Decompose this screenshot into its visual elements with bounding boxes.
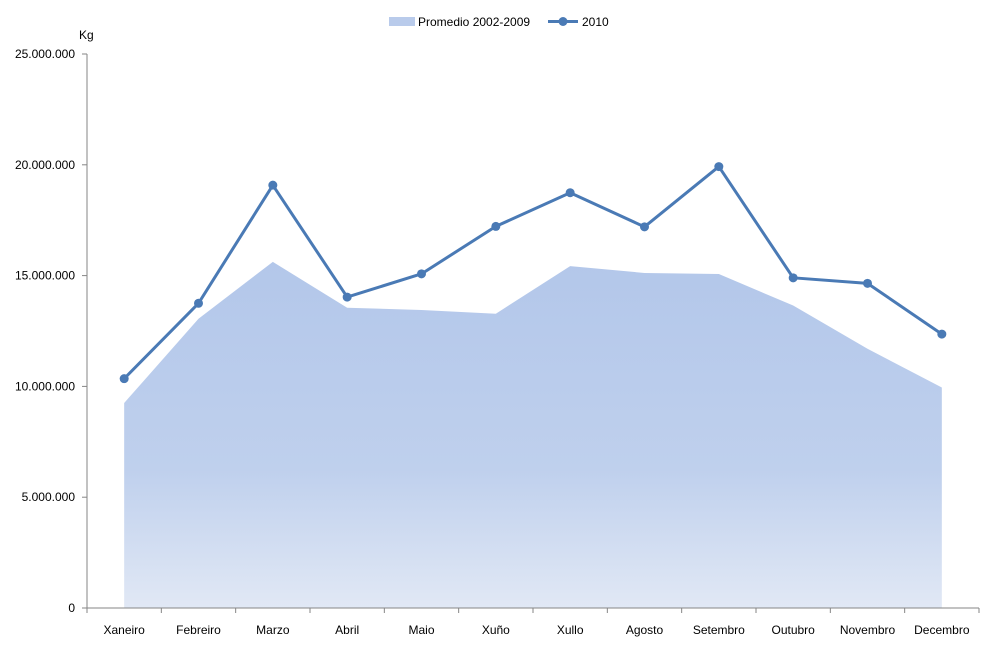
y-axis-tick-labels: 0 5.000.000 10.000.000 15.000.000 20.000.000… [15, 47, 75, 615]
x-tick-label: Febreiro [176, 623, 221, 637]
line-point-2010 [937, 329, 947, 339]
x-tick-label: Outubro [771, 623, 815, 637]
line-point-2010 [268, 180, 278, 190]
legend-label-line: 2010 [582, 15, 609, 29]
line-point-2010 [194, 298, 203, 308]
legend-marker-line [558, 17, 568, 26]
line-point-2010 [714, 162, 724, 172]
y-tick-label: 5.000.000 [22, 490, 76, 504]
line-point-2010 [565, 188, 575, 198]
x-tick-label: Xaneiro [103, 623, 145, 637]
y-tick-label: 20.000.000 [15, 158, 75, 172]
line-point-2010 [640, 222, 649, 232]
x-tick-label: Agosto [626, 623, 664, 637]
x-tick-label: Xullo [557, 623, 584, 637]
line-point-2010 [342, 292, 352, 302]
x-tick-label: Marzo [256, 623, 290, 637]
line-point-2010 [788, 273, 798, 283]
x-tick-label: Decembro [914, 623, 970, 637]
line-point-2010 [119, 374, 129, 384]
area-series-layer [124, 261, 942, 608]
y-tick-label: 0 [68, 601, 75, 615]
legend-label-area: Promedio 2002-2009 [418, 15, 530, 29]
x-tick-label: Abril [335, 623, 359, 637]
line-series-2010 [123, 165, 943, 380]
y-tick-label: 10.000.000 [15, 379, 75, 393]
y-tick-label: 25.000.000 [15, 47, 75, 61]
x-tick-label: Xuño [482, 623, 510, 637]
x-tick-label: Setembro [693, 623, 745, 637]
y-axis-unit-label: Kg [79, 28, 94, 42]
axes [82, 53, 980, 613]
y-tick-label: 15.000.000 [15, 269, 75, 283]
line-point-2010 [863, 278, 872, 288]
line-series-points [119, 162, 947, 384]
area-series-promedio [124, 261, 942, 608]
x-tick-label: Novembro [840, 623, 896, 637]
legend-swatch-area [389, 17, 415, 26]
legend: Promedio 2002-2009 2010 [389, 15, 609, 29]
x-tick-label: Maio [408, 623, 434, 637]
x-axis-tick-labels: Xaneiro Febreiro Marzo Abril Maio Xuño Xullo Ag… [103, 623, 969, 637]
line-point-2010 [417, 269, 426, 279]
line-series-layer [123, 165, 943, 380]
line-point-2010 [491, 221, 501, 231]
